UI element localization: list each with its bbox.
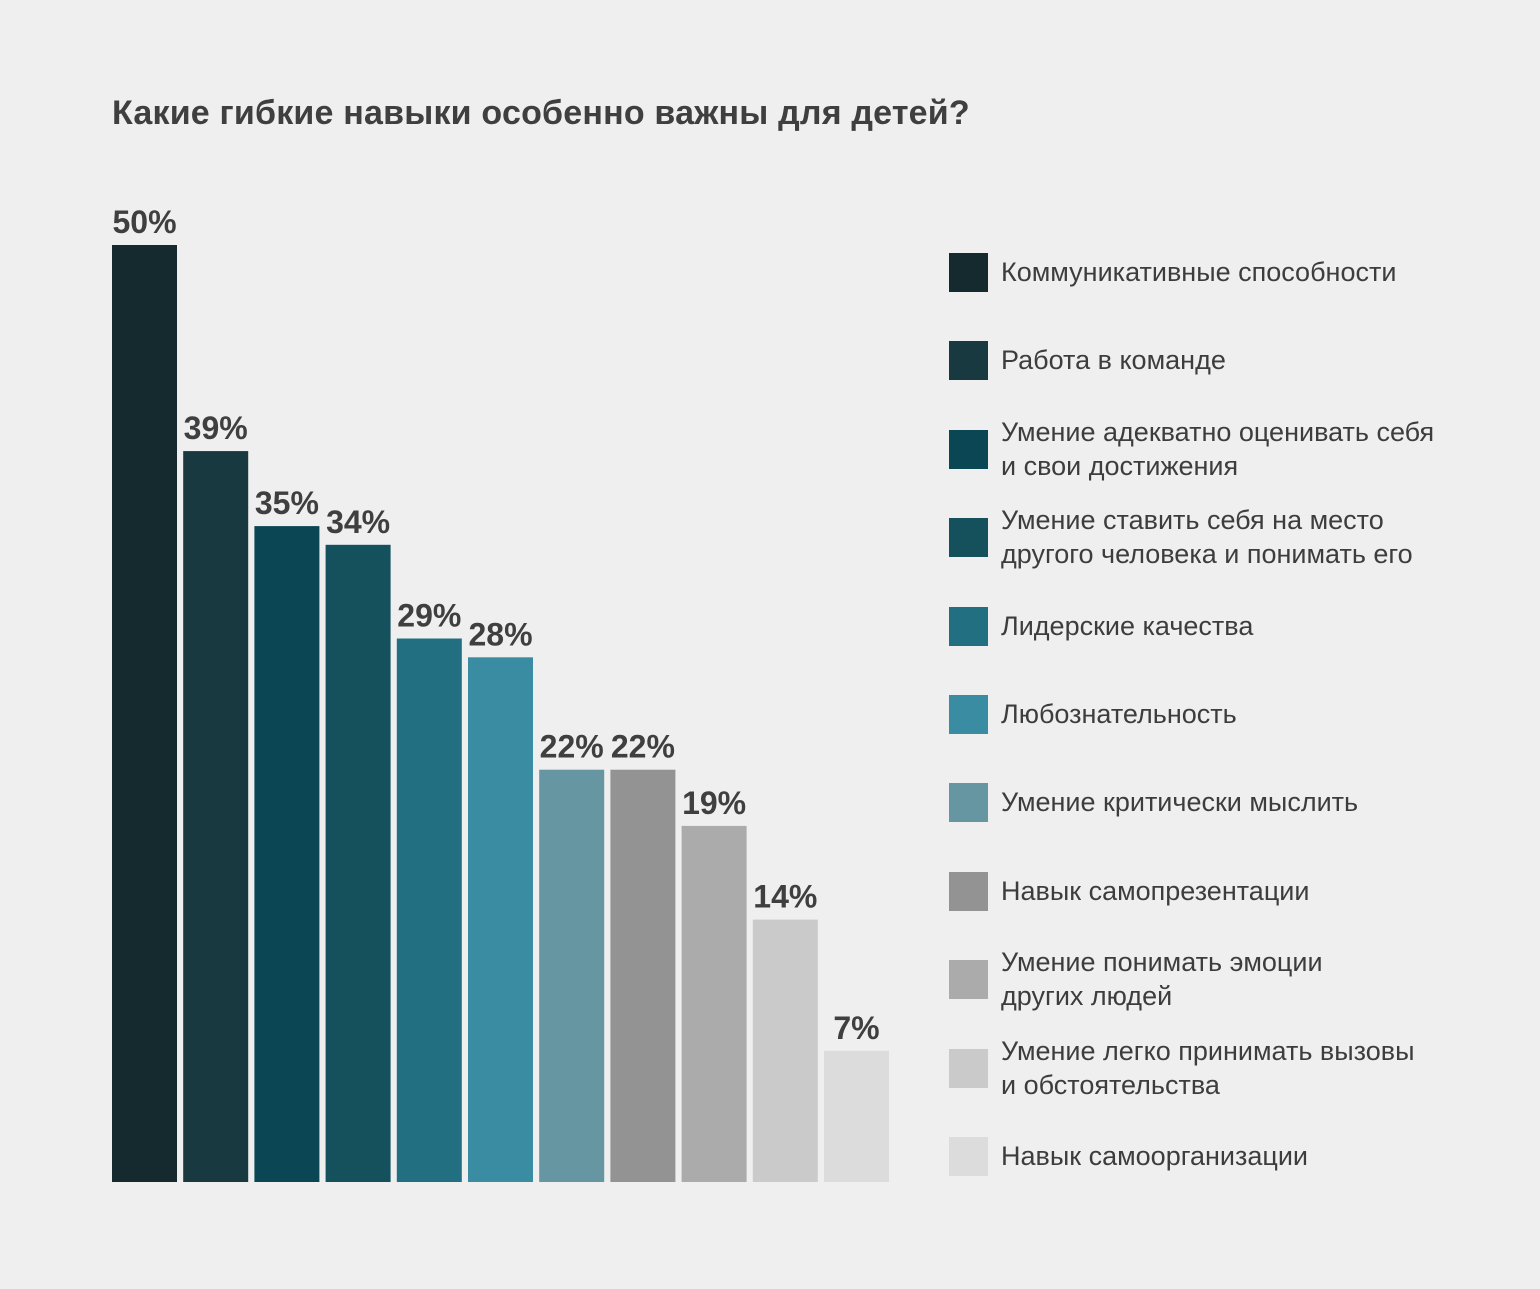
bar-9 — [681, 825, 747, 1182]
legend-item-9: Умение понимать эмоции других людей — [949, 939, 1509, 1019]
legend-label: Коммуникативные способности — [1001, 257, 1397, 287]
bar-value-label-9: 19% — [682, 785, 746, 821]
legend-swatch — [949, 871, 988, 911]
legend-label: Умение ставить себя на место другого чел… — [1001, 505, 1413, 570]
legend-item-5: Лидерские качества — [949, 586, 1509, 666]
bar-11 — [824, 1050, 889, 1182]
bar-6 — [468, 657, 533, 1182]
legend-swatch — [949, 1048, 988, 1088]
bar-3 — [254, 526, 320, 1182]
legend-swatch — [949, 341, 988, 381]
legend-swatch — [949, 518, 988, 558]
bar-value-label-3: 35% — [255, 485, 319, 521]
bar-chart: 50%39%35%34%29%28%22% 22%19%14%7% — [112, 204, 889, 1183]
legend-label: Навык самоорганизации — [1001, 1141, 1308, 1171]
legend-swatch — [949, 695, 988, 734]
bar-10 — [752, 919, 818, 1182]
legend-label: Навык самопрезентации — [1001, 875, 1310, 906]
bar-value-label-7: 22% — [540, 729, 604, 765]
bar-value-label-8: 22% — [611, 729, 675, 765]
legend-swatch — [949, 1137, 988, 1176]
legend-item-7: Умение критически мыслить — [949, 762, 1509, 842]
legend-item-10: Умение легко принимать вызовы и обстояте… — [949, 1028, 1509, 1108]
legend-swatch — [949, 783, 988, 823]
bar-7 — [539, 769, 605, 1182]
legend-swatch — [949, 606, 988, 646]
bar-value-label-5: 29% — [397, 598, 461, 634]
bar-value-label-1: 50% — [112, 204, 176, 240]
bar-value-label-6: 28% — [468, 616, 532, 652]
legend-swatch — [949, 429, 988, 469]
legend-item-1: Коммуникативные способности — [949, 232, 1509, 312]
legend-label: Умение адекватно оценивать себя и свои д… — [1001, 416, 1435, 481]
bar-value-label-2: 39% — [184, 410, 248, 446]
legend-swatch — [949, 960, 988, 1000]
bar-5 — [396, 638, 462, 1182]
legend-label: Умение легко принимать вызовы и обстояте… — [1001, 1035, 1415, 1100]
legend-swatch — [949, 253, 988, 292]
bar-value-label-4: 34% — [326, 504, 390, 540]
chart-title: Какие гибкие навыки особенно важны для д… — [112, 94, 970, 132]
bar-2 — [183, 451, 249, 1183]
legend-item-3: Умение адекватно оценивать себя и свои д… — [949, 409, 1509, 489]
bar-value-label-10: 14% — [753, 879, 817, 915]
legend-label: Любознательность — [1001, 699, 1237, 729]
legend-label: Умение критически мыслить — [1001, 787, 1359, 818]
legend-item-4: Умение ставить себя на место другого чел… — [949, 497, 1509, 577]
legend-label: Работа в команде — [1001, 345, 1226, 376]
legend-item-2: Работа в команде — [949, 320, 1509, 400]
legend-label: Умение понимать эмоции других людей — [1001, 947, 1323, 1012]
bar-8 — [610, 769, 676, 1182]
legend-item-8: Навык самопрезентации — [949, 851, 1509, 931]
bar-1 — [112, 245, 177, 1182]
legend-item-6: Любознательность — [949, 674, 1509, 754]
bar-4 — [325, 544, 391, 1182]
legend-label: Лидерские качества — [1001, 610, 1254, 641]
legend-item-11: Навык самоорганизации — [949, 1116, 1509, 1196]
bar-value-label-11: 7% — [833, 1010, 879, 1046]
